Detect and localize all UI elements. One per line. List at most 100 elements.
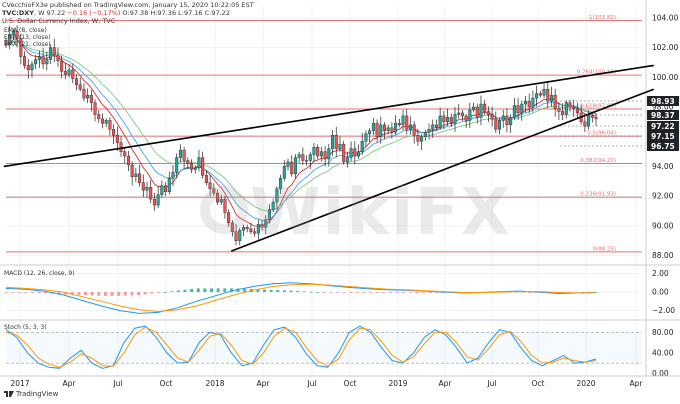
candle-body [468, 109, 472, 121]
candle [546, 81, 550, 109]
candle-body [78, 84, 82, 90]
candle-body [549, 94, 553, 102]
candle [286, 158, 290, 171]
candle-body [305, 160, 309, 162]
candle [442, 111, 446, 129]
macd-histogram-bar [382, 292, 386, 293]
candle [152, 192, 156, 211]
macd-title: MACD (12, 26, close, 9) [4, 270, 75, 277]
candle-body [156, 194, 160, 206]
candle [353, 141, 357, 165]
candle-body [115, 135, 119, 143]
fib-level-label: 0.618(97.87) [580, 103, 616, 109]
macd-histogram-bar [316, 291, 320, 293]
candle-body [190, 163, 194, 170]
stoch-panel: 80.00 40.00 0.00 [5, 325, 674, 378]
candle [37, 50, 41, 68]
time-tick-label: 2018 [205, 379, 224, 388]
candle [505, 108, 509, 133]
candle-body [553, 94, 557, 109]
candle [26, 59, 30, 79]
legend-ema-8: EMA (8, close) [4, 27, 47, 34]
candle [516, 97, 520, 121]
candle-body [453, 114, 457, 124]
candle-body [386, 127, 390, 131]
candle [486, 106, 490, 123]
macd-histogram-bar [196, 288, 200, 293]
candle [453, 107, 457, 132]
candle-body [30, 63, 34, 71]
macd-histogram-bar [243, 288, 247, 293]
candle-body [357, 151, 361, 157]
candle [160, 180, 164, 198]
candle [241, 224, 245, 236]
candle-body [590, 115, 594, 118]
time-axis: 2017 Apr Jul Oct 2018 Apr Jul Oct 2019 Apr Jul Oct 2… [0, 375, 680, 388]
macd-histogram-bar [77, 292, 81, 295]
candle [538, 90, 542, 98]
candle-body [234, 231, 238, 241]
stoch-tick-label: 40.00 [652, 348, 674, 357]
candle [301, 147, 305, 166]
macd-histogram-bar [17, 292, 21, 293]
candle [564, 100, 568, 119]
tradingview-logo[interactable]: TradingView [4, 390, 58, 398]
candle [282, 160, 286, 182]
candle [197, 149, 201, 172]
price-label-text: 96.75 [651, 142, 675, 151]
trendline [3, 64, 654, 168]
candle [63, 62, 67, 80]
candle-body [494, 118, 498, 130]
candle-body [93, 102, 97, 115]
macd-histogram-bar [11, 292, 15, 293]
macd-histogram-bar [256, 289, 260, 293]
macd-histogram-bar [302, 291, 306, 293]
candle-body [201, 157, 205, 176]
price-label-box [647, 131, 679, 141]
macd-histogram-bar [37, 292, 41, 294]
candle-body [100, 118, 104, 124]
candle-body [4, 39, 8, 45]
macd-histogram-bar [528, 292, 532, 293]
tradingview-brand: TradingView [16, 390, 59, 398]
candle-body [397, 123, 401, 126]
candle [360, 132, 364, 155]
macd-line [5, 282, 597, 314]
candle-body [479, 103, 483, 118]
candle-body [160, 185, 164, 195]
candle-body [37, 56, 41, 60]
macd-histogram-bar [322, 292, 326, 293]
price-tick-label: 88.00 [652, 251, 674, 260]
macd-histogram-bar [57, 292, 61, 295]
price-tick-label: 94.00 [652, 162, 674, 171]
candle [342, 140, 346, 165]
time-tick-label: Oct [160, 379, 173, 388]
candle-body [297, 154, 301, 158]
candle [201, 151, 205, 179]
macd-histogram-bar [402, 292, 406, 293]
time-tick-label: Apr [439, 379, 453, 388]
candle [86, 88, 90, 104]
candle [420, 134, 424, 151]
signal-line [5, 283, 597, 313]
candle [390, 122, 394, 139]
candle-body [501, 115, 505, 121]
candle [531, 90, 535, 113]
macd-histogram-bar [229, 288, 233, 293]
price-label-box [647, 121, 679, 131]
macd-histogram-bar [176, 290, 180, 293]
candle [290, 155, 294, 177]
candle [520, 100, 524, 121]
macd-histogram-bar [210, 288, 214, 293]
macd-histogram-bar [143, 292, 147, 295]
candle-body [149, 187, 153, 200]
candle-body [531, 97, 535, 108]
candle [349, 141, 353, 162]
candle-body [41, 56, 45, 65]
timeframe: W [38, 9, 45, 17]
candle-body [279, 178, 283, 189]
macd-histogram-bar [123, 292, 127, 296]
symbol: TVC:DXY [2, 9, 34, 17]
